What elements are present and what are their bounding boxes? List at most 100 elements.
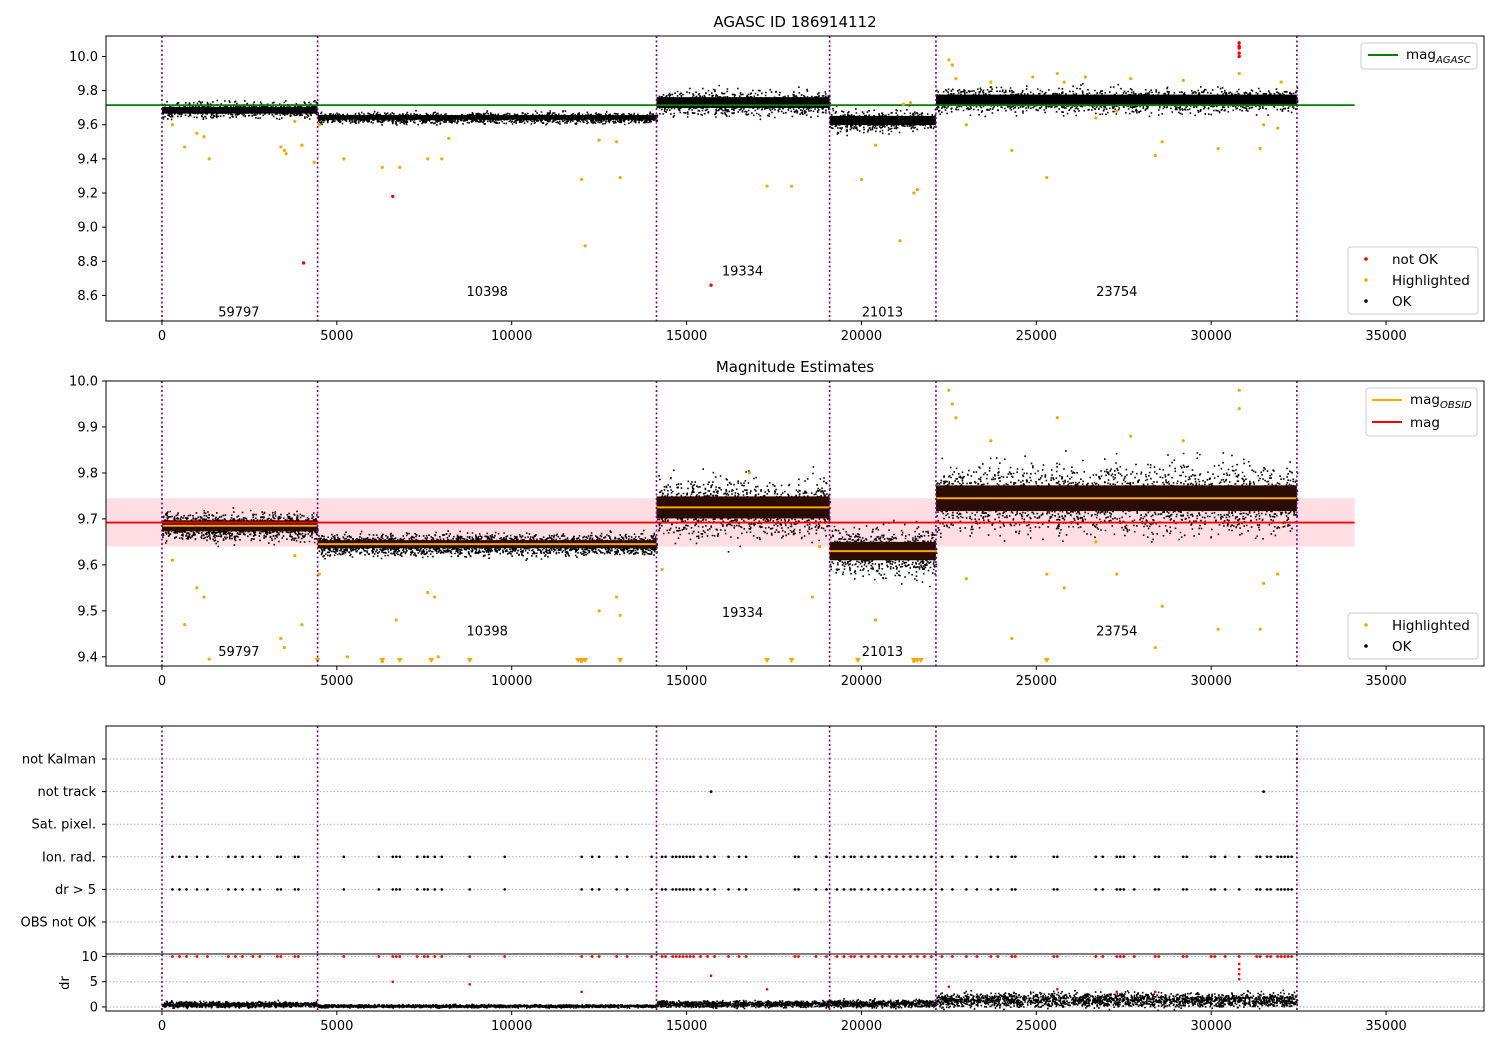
x-tick-label: 0	[158, 674, 166, 689]
ion-rad-flag	[234, 855, 237, 859]
dr-gt5-flag	[699, 888, 702, 891]
dr-gt5-flag	[1185, 888, 1189, 891]
x-tick-label: 10000	[491, 1019, 532, 1034]
highlighted-point	[1129, 77, 1133, 81]
highlighted-point	[908, 100, 913, 105]
dr-capped-point	[860, 955, 863, 958]
dr-gt5-flag	[674, 888, 678, 891]
dr-gt5-flag	[996, 888, 1000, 891]
dr-gt5-flag	[888, 888, 891, 891]
dr-gt5-flag	[797, 888, 800, 891]
dr-capped-point	[1122, 955, 1126, 958]
category-label: not Kalman	[22, 753, 96, 768]
dr-gt5-flag	[1290, 888, 1293, 891]
dr-outlier-point	[391, 980, 395, 984]
legend-swatch-ok	[1364, 644, 1368, 648]
dr-capped-point	[744, 955, 748, 958]
dr-gt5-flag	[398, 888, 402, 891]
dr-capped-point	[342, 955, 346, 958]
x-tick-label: 25000	[1016, 674, 1057, 689]
obsid-label: 19334	[722, 606, 763, 621]
ion-rad-flag	[814, 855, 818, 859]
ion-rad-flag	[842, 855, 846, 859]
dr-gt5-flag	[975, 888, 979, 891]
x-tick-label: 35000	[1365, 1019, 1406, 1034]
dr-outlier-point	[468, 982, 472, 986]
x-tick-label: 15000	[666, 674, 707, 689]
highlighted-point	[1083, 75, 1087, 79]
ion-rad-flag	[1265, 855, 1269, 859]
highlighted-point	[1055, 71, 1059, 76]
category-label: OBS not OK	[21, 916, 97, 931]
ion-rad-flag	[835, 855, 839, 859]
ion-rad-flag	[674, 855, 678, 859]
ion-rad-flag	[688, 855, 692, 859]
dr-gt5-flag	[660, 888, 664, 891]
y-tick-label: 9.6	[77, 558, 98, 573]
dr-capped-point	[251, 955, 255, 958]
highlighted-point	[873, 143, 878, 147]
legend-swatch-ok	[1364, 299, 1368, 303]
dr-gt5-flag	[1255, 888, 1258, 891]
dr-gt5-flag	[251, 888, 255, 891]
dr-gt5-flag	[1283, 888, 1286, 891]
dr-gt5-flag	[713, 888, 716, 891]
obsid-label: 19334	[722, 265, 763, 280]
x-tick-label: 10000	[491, 329, 532, 344]
dr-capped-point	[888, 955, 891, 958]
dr-outlier-point	[1056, 988, 1059, 991]
panel-magnitude-axes: 0 5000 10000 15000 20000 25000 30000 35000 9.4 9.…	[69, 375, 1407, 690]
dr-gt5-flag	[279, 888, 283, 891]
panel-dr-content	[106, 954, 1484, 1012]
y-tick-label: 9.4	[77, 650, 98, 665]
dr-capped-point	[503, 955, 507, 958]
highlighted-point	[342, 157, 346, 161]
ion-rad-flag	[398, 855, 402, 859]
dr-capped-point	[1010, 955, 1014, 958]
dr-gt5-flag	[171, 888, 174, 891]
ion-rad-flag	[1283, 855, 1286, 859]
dr-capped-point	[1153, 955, 1157, 958]
x-tick-label: 35000	[1365, 674, 1406, 689]
ion-rad-flag	[671, 855, 674, 859]
dr-capped-point	[580, 955, 584, 958]
dr-gt5-flag	[241, 888, 244, 891]
ion-rad-flag	[195, 855, 199, 859]
dr-outlier-point	[1237, 962, 1241, 966]
lower-limit-marker	[396, 658, 403, 663]
ion-rad-flag	[615, 855, 618, 859]
ion-rad-flag	[1290, 855, 1293, 859]
lower-limit-marker	[428, 658, 435, 663]
ion-rad-flag	[625, 855, 629, 859]
category-label: Sat. pixel.	[32, 818, 96, 833]
dr-points-segment	[162, 999, 320, 1010]
dr-capped-point	[713, 955, 716, 958]
ion-rad-flag	[279, 855, 283, 859]
dr-capped-point	[1118, 955, 1122, 958]
ion-rad-flag	[1255, 855, 1258, 859]
dr-gt5-flag	[1122, 888, 1126, 891]
highlighted-point	[282, 646, 286, 650]
dr-gt5-flag	[1132, 888, 1136, 891]
ion-rad-flag	[660, 855, 664, 859]
highlighted-point	[873, 618, 878, 622]
legend-swatch-highlighted	[1364, 623, 1368, 627]
legend-swatch-highlighted	[1364, 278, 1368, 282]
highlighted-point	[597, 609, 601, 613]
dr-capped-point	[1237, 955, 1241, 958]
dr-capped-point	[1286, 955, 1290, 958]
ion-rad-flag	[433, 855, 437, 859]
highlighted-point	[1181, 78, 1185, 82]
lower-limit-marker	[466, 658, 473, 663]
ion-rad-flag	[849, 855, 853, 859]
highlighted-point	[447, 136, 451, 140]
y-tick-label: 9.5	[77, 604, 98, 619]
dr-gt5-flag	[692, 888, 695, 891]
dr-gt5-flag	[468, 888, 472, 891]
dr-capped-point	[171, 955, 174, 958]
ion-rad-flag	[1014, 855, 1017, 859]
highlighted-point	[293, 119, 297, 123]
highlighted-point	[300, 623, 304, 627]
ion-rad-flag	[681, 855, 685, 859]
dr-outlier-point	[947, 985, 951, 989]
